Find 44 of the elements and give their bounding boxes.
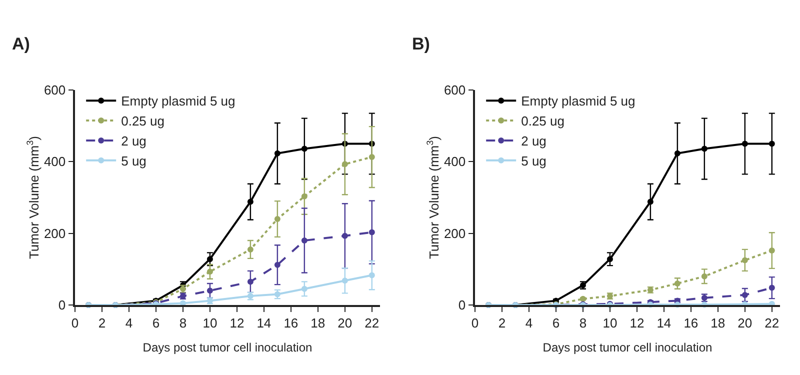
chart-title: A) [12, 34, 30, 54]
x-tick-label: 16 [684, 315, 698, 330]
x-tick-label: 8 [579, 315, 587, 330]
x-tick-label: 12 [630, 315, 644, 330]
x-tick-label: 20 [338, 315, 352, 330]
y-tick-label: 200 [444, 226, 466, 241]
x-tick-label: 18 [310, 315, 326, 330]
x-tick-label: 0 [471, 315, 479, 330]
y-tick-label: 400 [444, 154, 466, 170]
legend-label: 2 ug [521, 134, 546, 149]
legend-label: 0.25 ug [121, 114, 164, 129]
x-axis-title: Days post tumor cell inoculation [542, 340, 712, 355]
x-tick-label: 2 [98, 315, 106, 330]
x-tick-label: 6 [552, 315, 560, 330]
x-tick-label: 16 [284, 315, 298, 330]
x-tick-label: 20 [738, 315, 752, 330]
x-tick-label: 12 [230, 315, 244, 330]
y-tick-label: 0 [58, 298, 66, 313]
x-axis-title: Days post tumor cell inoculation [142, 340, 312, 355]
legend-label: Empty plasmid 5 ug [521, 94, 636, 109]
x-tick-label: 22 [764, 315, 780, 330]
x-tick-label: 10 [202, 315, 218, 330]
x-tick-label: 18 [710, 315, 726, 330]
y-tick-label: 600 [444, 82, 466, 98]
legend-label: 0.25 ug [521, 114, 564, 129]
x-tick-label: 14 [256, 315, 272, 330]
x-tick-label: 14 [656, 315, 672, 330]
legend-label: Empty plasmid 5 ug [121, 94, 236, 109]
legend-label: 5 ug [521, 153, 546, 168]
x-tick-label: 4 [125, 315, 133, 330]
x-tick-label: 0 [71, 315, 79, 330]
y-tick-label: 200 [44, 226, 66, 241]
x-tick-label: 4 [525, 315, 533, 330]
x-tick-label: 6 [152, 315, 160, 330]
x-tick-label: 22 [364, 315, 380, 330]
x-tick-label: 10 [602, 315, 618, 330]
legend-label: 5 ug [121, 153, 146, 168]
y-tick-label: 600 [44, 82, 66, 98]
x-tick-label: 8 [179, 315, 187, 330]
y-tick-label: 0 [458, 298, 466, 313]
chart-title: B) [412, 34, 430, 54]
x-tick-label: 2 [498, 315, 506, 330]
y-tick-label: 400 [44, 154, 66, 170]
legend-label: 2 ug [121, 134, 146, 149]
